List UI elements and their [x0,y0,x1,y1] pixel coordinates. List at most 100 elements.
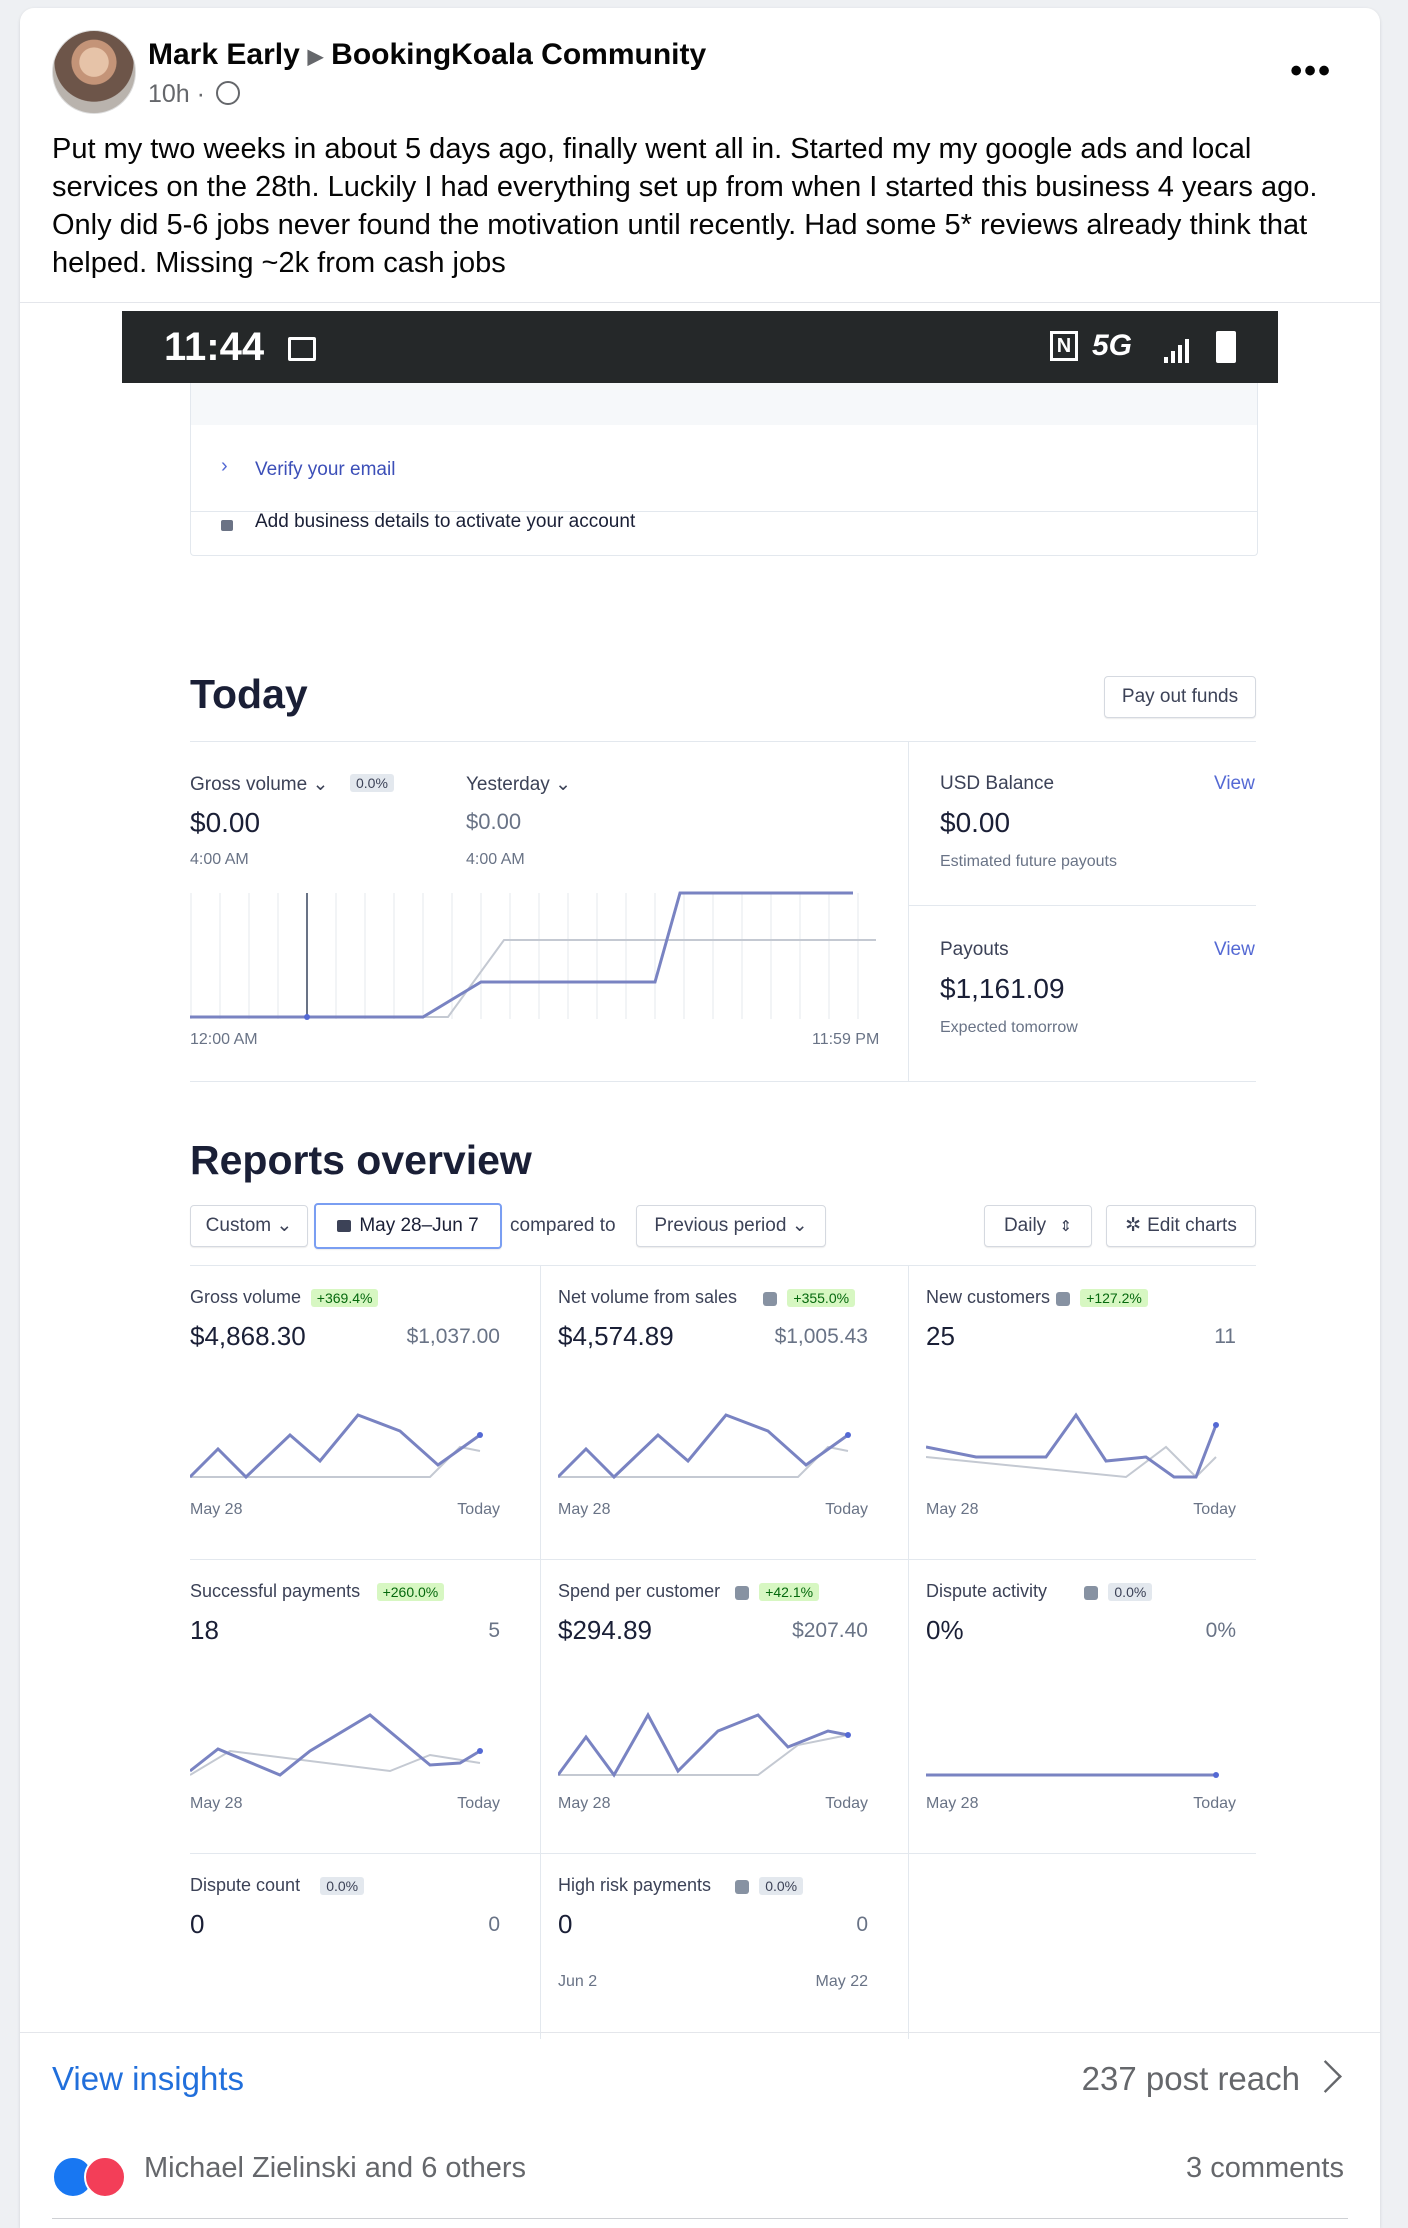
report-card[interactable]: Net volume from sales +355.0% $4,574.89 $1,… [558,1265,868,1555]
comments-count[interactable]: 3 comments [1186,2152,1344,2184]
today-title: Today [190,671,308,717]
report-card-axis-end: Today [1193,1795,1236,1812]
divider [540,1265,541,2039]
setup-checklist: › Verify your email Add business details… [190,383,1258,556]
pay-out-funds-button[interactable]: Pay out funds [1104,676,1256,718]
gallery-icon [288,337,316,361]
report-card[interactable]: Gross volume +369.4% $4,868.30 $1,037.00 May… [190,1265,500,1555]
gross-volume-label[interactable]: Gross volume ⌄ [190,773,328,796]
business-details-row[interactable]: Add business details to activate your ac… [191,511,1257,555]
today-point [845,1732,851,1738]
payouts-view-link[interactable]: View [1214,939,1255,960]
report-card-label: Spend per customer [558,1581,721,1601]
report-card-value: 18 [190,1615,219,1645]
report-card-previous-value: 0 [488,1913,500,1936]
report-card-value: 0 [190,1909,205,1939]
date-range-picker[interactable]: May 28–Jun 7 [314,1203,502,1249]
author-name[interactable]: Mark Early [148,38,300,71]
today-chart[interactable] [190,883,886,1023]
lock-icon [221,520,233,531]
report-card-sparkline[interactable] [190,1381,500,1491]
report-card-axis-start: May 28 [190,1795,243,1812]
report-card-sparkline[interactable] [190,1675,500,1785]
report-card-badge: 0.0% [1108,1583,1153,1601]
report-card-sparkline[interactable] [926,1675,1236,1785]
report-card-axis-end: Today [1193,1501,1236,1518]
comparison-period-select[interactable]: Previous period ⌄ [636,1205,826,1247]
usd-balance-label: USD Balance [940,773,1055,794]
verify-email-row[interactable]: › Verify your email [191,425,1257,512]
report-card-sparkline[interactable] [558,1675,868,1785]
divider [908,1265,909,2039]
report-card-previous-value: $1,005.43 [774,1325,868,1348]
previous-period-line [190,1445,481,1478]
gross-volume-time: 4:00 AM [190,851,249,868]
report-card-axis-start: May 28 [926,1501,979,1518]
meta-separator: · [196,80,205,108]
yesterday-select[interactable]: Yesterday ⌄ [466,773,571,796]
gear-icon: ✲ [1125,1215,1142,1236]
report-card[interactable]: Dispute activity 0.0% 0% 0% May 28 Today [926,1559,1236,1849]
chevron-right-icon[interactable] [1309,2060,1342,2093]
range-select[interactable]: Custom ⌄ [190,1205,308,1247]
updown-chevron-icon: ⇕ [1059,1218,1073,1235]
yesterday-series-line [190,939,876,1018]
report-card-label: Net volume from sales [558,1287,738,1307]
report-card-sparkline[interactable] [926,1381,1236,1491]
divider [20,2032,1380,2033]
arrow-right-icon: ▶ [307,45,324,68]
divider [908,741,909,1081]
post-card: Mark Early ▶ BookingKoala Community 10h · … [20,8,1380,2228]
current-period-line [190,1413,481,1480]
report-card-value: 0% [926,1615,964,1645]
report-card-sparkline[interactable] [558,1381,868,1491]
report-card[interactable]: Spend per customer +42.1% $294.89 $207.40 Ma… [558,1559,868,1849]
post-image[interactable]: 11:44 N 5G › Verify your email Add busin… [20,302,1380,2043]
report-card-axis-start: May 28 [558,1501,611,1518]
report-card-axis-end: May 22 [815,1973,868,1990]
usd-balance-view-link[interactable]: View [1214,773,1255,794]
previous-period-line [558,1734,849,1776]
info-icon[interactable] [1084,1586,1099,1600]
phone-time: 11:44 [164,325,265,369]
more-options-icon[interactable]: ••• [1290,52,1332,90]
edit-charts-button[interactable]: ✲ Edit charts [1106,1205,1256,1247]
info-icon[interactable] [735,1586,750,1600]
chevron-down-icon: ⌄ [312,774,329,795]
post-time[interactable]: 10h [148,80,190,108]
report-card-axis-end: Today [457,1501,500,1518]
report-card-badge: +42.1% [759,1583,820,1601]
payouts-value: $1,161.09 [940,973,1065,1004]
author-avatar[interactable] [52,30,136,114]
report-card[interactable]: High risk payments 0.0% 0 0 Jun 2 May 22 [558,1853,868,2143]
previous-period-line [190,1749,481,1776]
gross-volume-badge: 0.0% [350,774,394,792]
reactions-summary[interactable]: Michael Zielinski and 6 others [144,2152,527,2184]
group-name[interactable]: BookingKoala Community [331,38,707,71]
today-point [477,1432,483,1438]
info-icon[interactable] [735,1880,750,1894]
yesterday-value: $0.00 [466,809,522,834]
interval-select[interactable]: Daily ⇕ [984,1205,1092,1247]
report-card[interactable]: New customers +127.2% 25 11 May 28 Today [926,1265,1236,1555]
report-card-label: Gross volume [190,1287,302,1307]
report-card-badge: +355.0% [787,1289,856,1307]
report-card-label: Dispute activity [926,1581,1048,1601]
report-card-previous-value: $1,037.00 [406,1325,500,1348]
current-period-line [190,1713,481,1777]
calendar-icon [337,1220,352,1232]
report-card[interactable]: Successful payments +260.0% 18 5 May 28 Today [190,1559,500,1849]
info-icon[interactable] [1056,1292,1071,1306]
post-text: Put my two weeks in about 5 days ago, fi… [52,133,1318,279]
yesterday-time: 4:00 AM [466,851,525,868]
report-card-previous-value: 0 [856,1913,868,1936]
report-card[interactable]: Dispute count 0.0% 0 0 [190,1853,500,2143]
phone-status-bar: 11:44 N 5G [122,311,1278,383]
divider [190,741,1256,742]
view-insights-link[interactable]: View insights [52,2060,244,2097]
info-icon[interactable] [763,1292,778,1306]
post-reach[interactable]: 237 post reach [1081,2060,1300,2097]
battery-icon [1216,331,1236,363]
today-point [477,1748,483,1754]
report-card-label: High risk payments [558,1875,712,1895]
